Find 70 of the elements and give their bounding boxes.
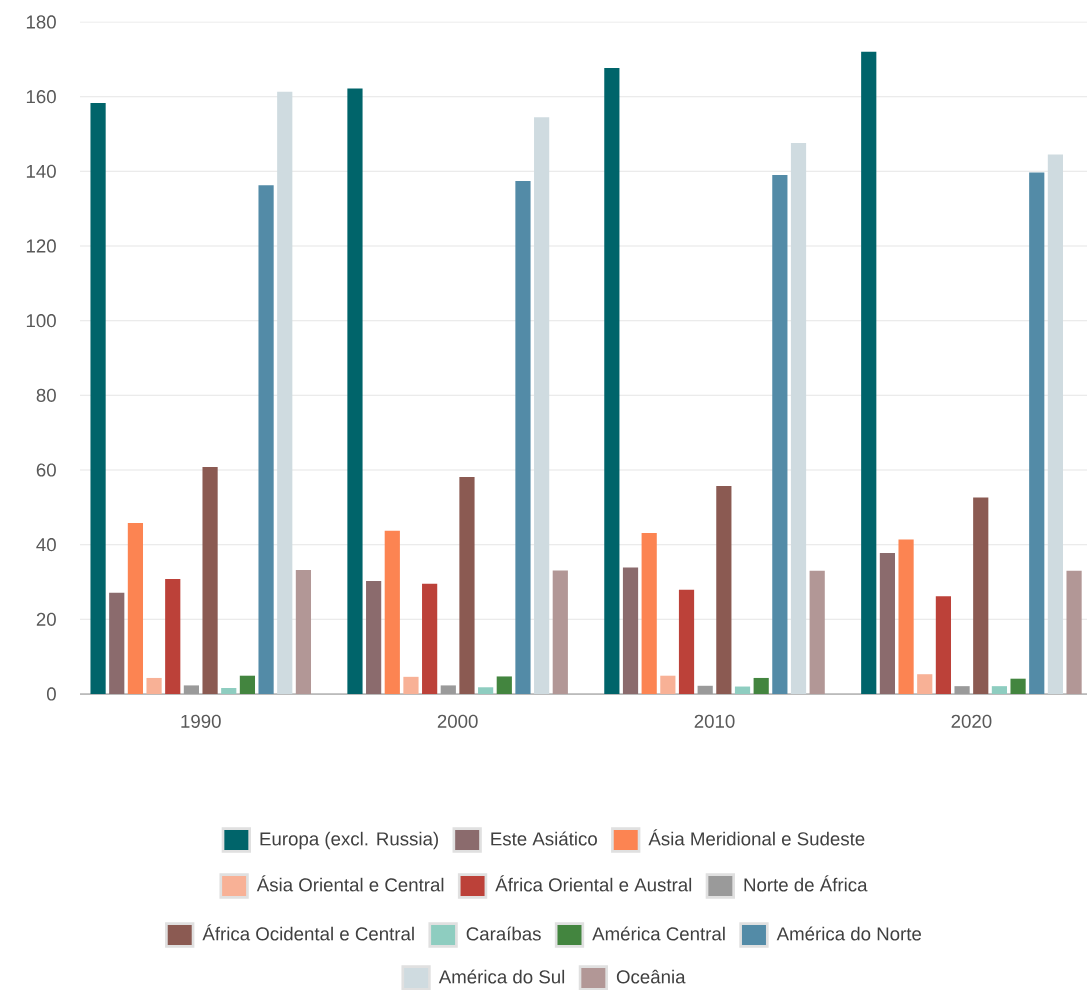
legend-label: Norte de África [744,875,868,892]
bar [861,51,877,694]
bar [917,674,933,694]
y-tick-label: 60 [36,463,56,477]
y-tick-label: 140 [26,164,56,178]
x-tick-label: 2000 [437,714,478,728]
bar [258,185,274,694]
legend-label: América do Norte [776,926,922,941]
bar [604,67,620,694]
x-tick-label: 2010 [694,714,735,728]
y-tick-label: 40 [36,538,56,552]
bar [221,688,237,694]
bar [109,592,125,694]
legend-label: Caraíbas [466,926,541,941]
bar [935,596,952,694]
bar [879,552,896,694]
bar [165,579,181,694]
legend-label: América Central [592,926,725,941]
bar [660,675,676,694]
x-tick-label: 2020 [951,714,992,728]
bar [403,676,419,694]
bar [622,567,639,694]
bar [515,181,531,694]
bar [384,530,400,694]
bar [641,533,657,694]
bar [552,570,568,694]
bar [422,583,438,694]
y-tick-label: 80 [36,388,56,402]
bar [678,589,695,694]
bar [90,103,106,694]
bar [772,175,788,694]
legend-label: América do Sul [438,969,565,984]
legend-label: África Oriental e Austral [495,875,692,892]
bar [534,117,550,694]
bar [366,580,382,694]
bar [716,486,732,694]
bar [295,570,312,694]
y-tick-label: 0 [46,687,56,701]
bar [459,477,475,694]
bar [734,686,751,694]
y-tick-label: 100 [26,314,56,328]
legend-label: Europa (excl. Russia) [260,831,438,850]
y-tick-label: 20 [36,612,56,626]
bar [790,142,807,694]
y-tick-label: 120 [26,239,56,253]
bar [127,523,144,694]
bar [478,687,494,694]
y-tick-label: 160 [26,90,56,104]
bar [973,497,989,694]
bar [809,570,825,694]
legend-label: Este Asiático [491,831,597,846]
bar [1029,172,1045,694]
bar [898,539,914,694]
bar [496,676,512,694]
legend-label: Ásia Meridional e Sudeste [648,829,865,846]
legend-label: África Ocidental e Central [202,924,414,941]
bar [1066,570,1082,694]
bar [753,677,769,694]
bar [277,91,293,694]
legend-label: Ásia Oriental e Central [256,875,444,892]
bar [239,675,256,694]
bar [991,686,1008,694]
bar [202,467,218,694]
legend-label: Oceânia [616,969,686,984]
bar [347,88,363,694]
bar [1010,678,1026,694]
x-tick-label: 1990 [181,714,221,728]
bar [146,677,162,694]
y-tick-label: 180 [26,15,56,29]
bar [1047,154,1064,694]
